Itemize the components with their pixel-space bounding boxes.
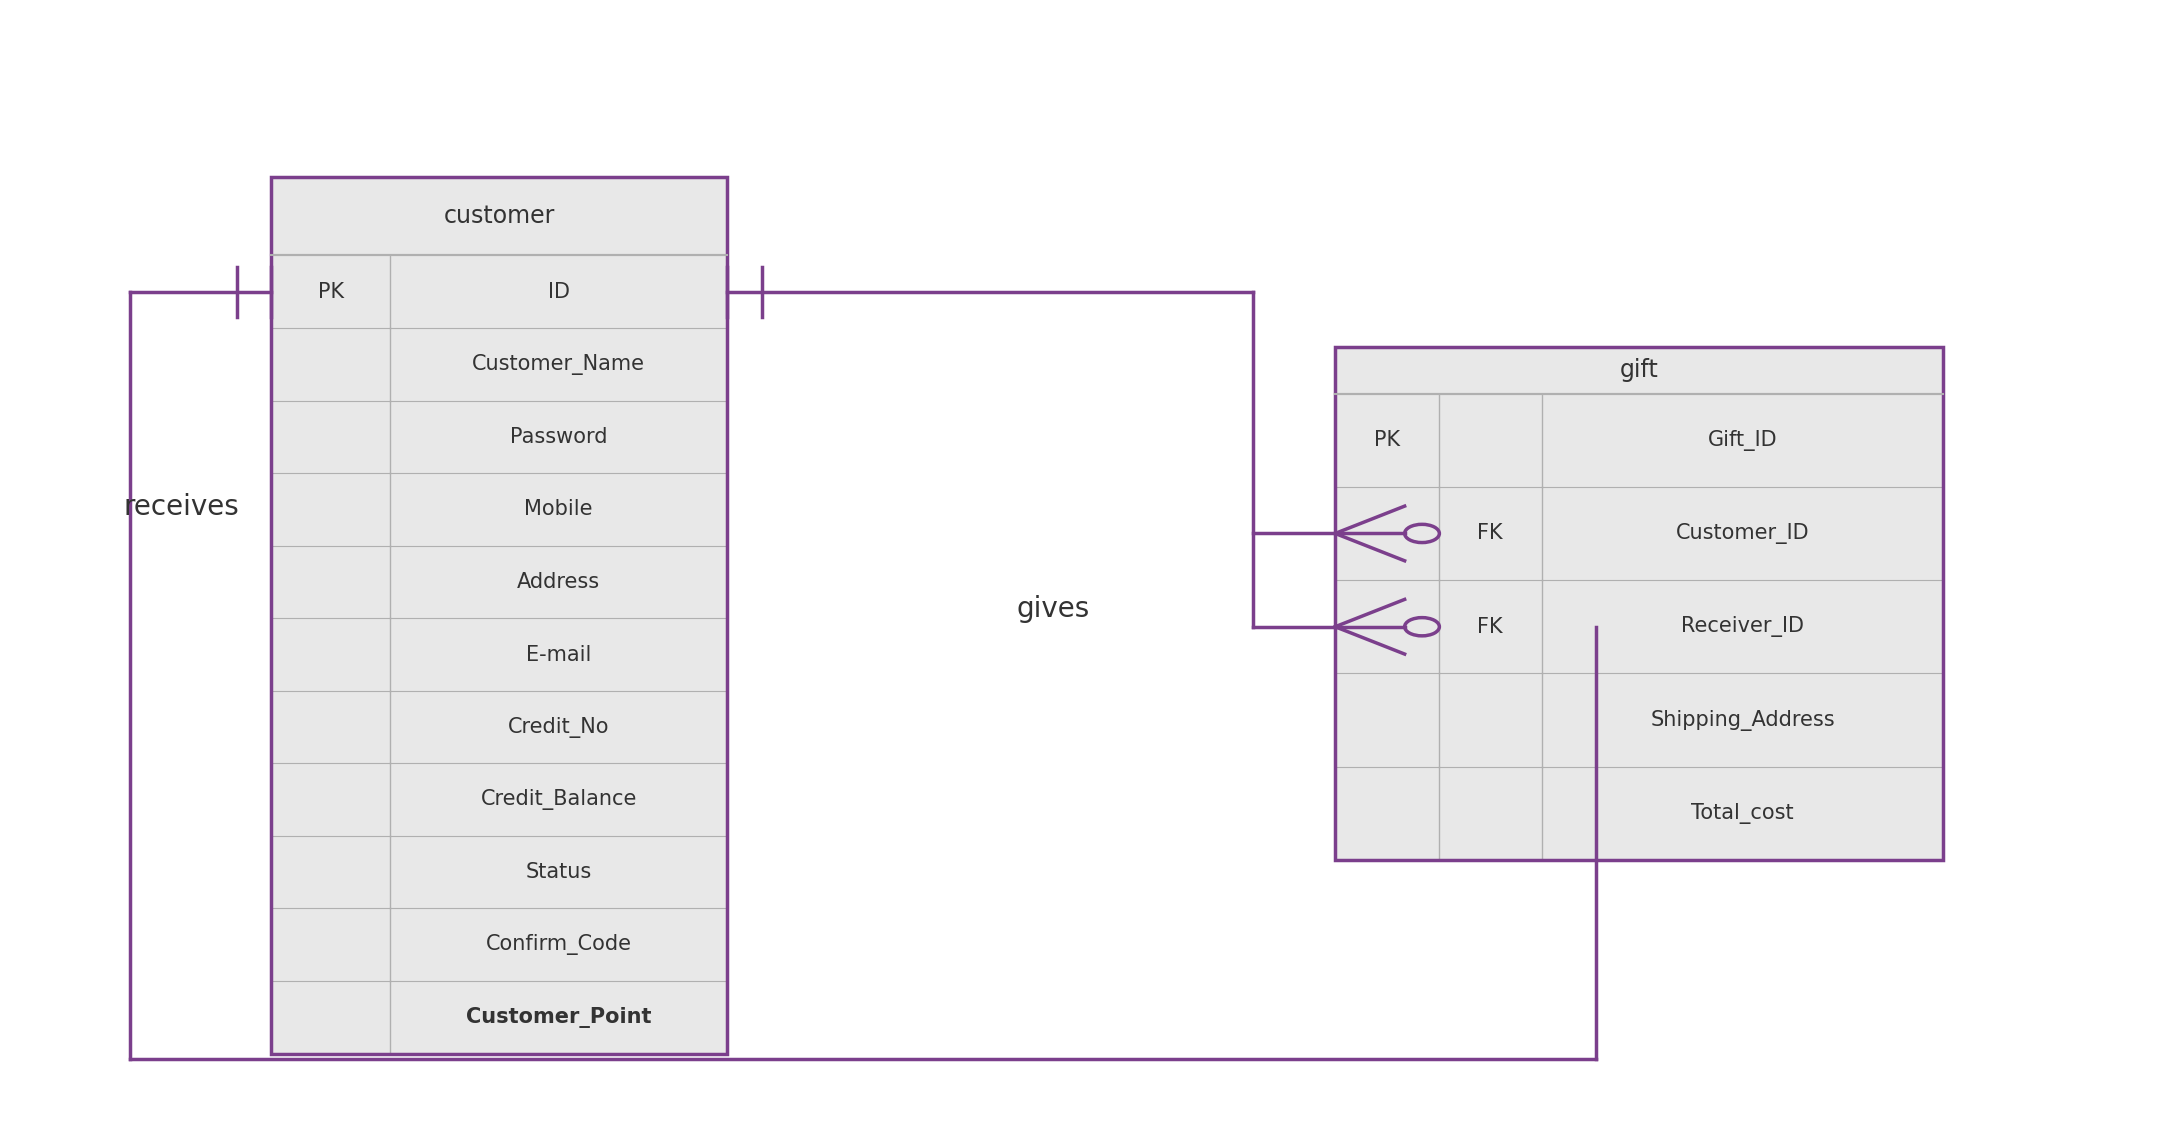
Text: PK: PK — [317, 281, 343, 302]
Text: receives: receives — [124, 493, 239, 521]
Bar — [271, 177, 727, 1054]
Text: PK: PK — [1374, 431, 1400, 450]
Bar — [1335, 347, 1943, 860]
Text: Customer_Name: Customer_Name — [471, 354, 645, 375]
Text: Receiver_ID: Receiver_ID — [1680, 616, 1804, 637]
Text: ID: ID — [547, 281, 569, 302]
Text: Mobile: Mobile — [525, 499, 593, 519]
Text: Credit_Balance: Credit_Balance — [480, 789, 636, 810]
Text: Confirm_Code: Confirm_Code — [486, 934, 632, 956]
Text: Address: Address — [517, 572, 599, 592]
Text: gives: gives — [1016, 596, 1090, 623]
Text: Shipping_Address: Shipping_Address — [1650, 710, 1834, 730]
Bar — [1335, 347, 1943, 860]
Text: gift: gift — [1620, 359, 1659, 383]
Text: Password: Password — [510, 427, 608, 446]
Text: FK: FK — [1476, 524, 1502, 543]
Text: Credit_No: Credit_No — [508, 716, 610, 738]
Bar — [271, 177, 727, 1054]
Text: Customer_Point: Customer_Point — [467, 1007, 651, 1027]
Text: E-mail: E-mail — [525, 645, 591, 664]
Text: Status: Status — [525, 862, 593, 883]
Text: Total_cost: Total_cost — [1691, 803, 1793, 823]
Text: FK: FK — [1476, 616, 1502, 637]
Text: Customer_ID: Customer_ID — [1676, 523, 1808, 544]
Text: Gift_ID: Gift_ID — [1709, 429, 1778, 451]
Text: customer: customer — [443, 204, 556, 228]
